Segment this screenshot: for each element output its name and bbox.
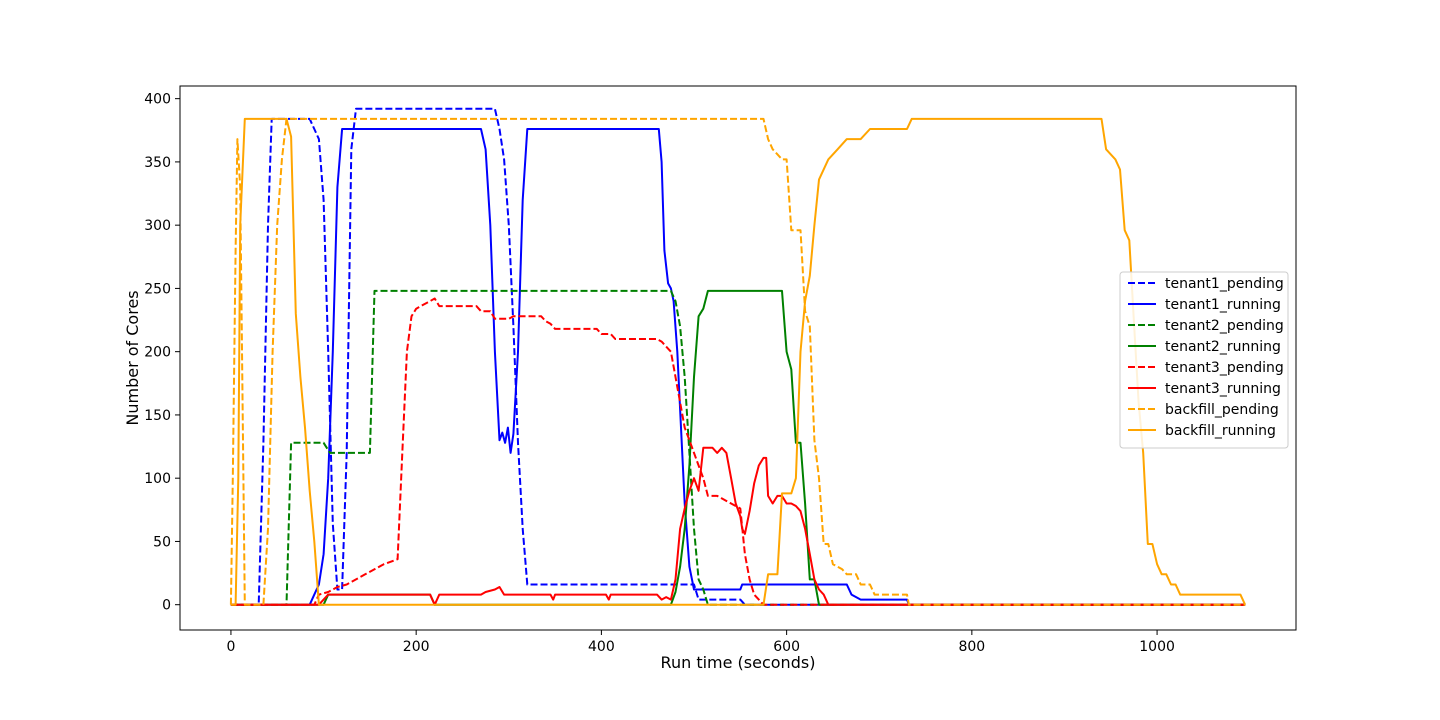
x-tick-label: 600 xyxy=(773,639,800,655)
y-tick-label: 50 xyxy=(153,534,171,550)
x-tick-label: 400 xyxy=(588,639,615,655)
legend-entry: tenant2_running xyxy=(1165,339,1281,355)
x-axis-label: Run time (seconds) xyxy=(661,653,816,672)
series-line-tenant1-pending xyxy=(230,107,1246,606)
legend-entry: tenant3_pending xyxy=(1165,360,1284,376)
series-line-tenant3-pending xyxy=(230,297,1246,606)
y-tick-label: 150 xyxy=(144,408,171,424)
y-tick-label: 100 xyxy=(144,471,171,487)
y-tick-label: 0 xyxy=(162,598,171,614)
legend-entry: backfill_pending xyxy=(1165,402,1279,418)
y-tick-label: 350 xyxy=(144,155,171,171)
series-line-tenant3-running xyxy=(230,446,1246,606)
legend-entry: tenant1_pending xyxy=(1165,276,1284,292)
series-line-backfill-pending xyxy=(229,117,1246,606)
y-tick-label: 300 xyxy=(144,218,171,234)
x-tick-label: 0 xyxy=(226,639,235,655)
series-line-backfill-running xyxy=(230,117,1247,606)
plot-lines xyxy=(229,107,1247,606)
x-tick-label: 200 xyxy=(403,639,430,655)
y-axis: 0 50 100 150 200 250 300 350 400 xyxy=(144,92,180,614)
x-tick-label: 800 xyxy=(958,639,985,655)
x-axis: 0 200 400 600 800 1000 xyxy=(226,630,1175,655)
legend-box xyxy=(1119,271,1289,449)
y-tick-label: 200 xyxy=(144,345,171,361)
series-line-tenant2-pending xyxy=(230,289,1246,606)
y-tick-label: 400 xyxy=(144,92,171,108)
legend: tenant1_pending tenant1_running tenant2_pe… xyxy=(1119,271,1289,449)
series-line-tenant2-running xyxy=(230,289,1246,606)
legend-entry: tenant2_pending xyxy=(1165,318,1284,334)
legend-entry: backfill_running xyxy=(1165,423,1276,439)
legend-entry: tenant1_running xyxy=(1165,297,1281,313)
legend-entry: tenant3_running xyxy=(1165,381,1281,397)
x-tick-label: 1000 xyxy=(1139,639,1175,655)
plot-frame xyxy=(179,85,1297,631)
y-axis-label: Number of Cores xyxy=(123,290,142,425)
y-tick-label: 250 xyxy=(144,281,171,297)
series-line-tenant1-running xyxy=(230,128,1246,606)
